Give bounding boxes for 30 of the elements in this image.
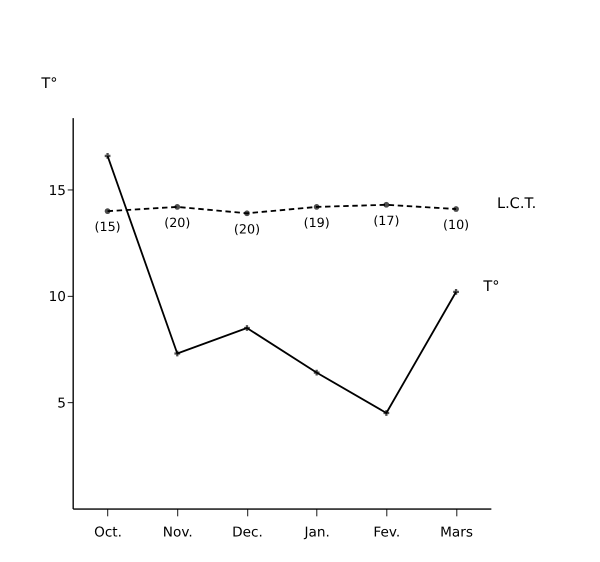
point <box>314 370 320 376</box>
point <box>104 153 110 159</box>
text: L.C.T. <box>496 196 536 212</box>
annotation: (10) <box>443 217 470 232</box>
series-label: T° <box>482 278 500 295</box>
point <box>453 206 459 212</box>
point <box>244 210 250 216</box>
annotation: (19) <box>304 214 330 230</box>
point <box>244 325 250 331</box>
point <box>383 202 390 208</box>
point <box>174 204 180 210</box>
annotation: (20) <box>234 221 260 236</box>
point <box>383 410 390 416</box>
x-tick-label: Nov. <box>162 524 193 540</box>
point <box>453 289 459 295</box>
point <box>314 204 320 210</box>
y-tick-label: 5 <box>57 395 66 412</box>
y-tick-label: 15 <box>48 182 66 199</box>
x-tick-label: Mars <box>440 524 473 540</box>
annotation: (20) <box>164 214 190 230</box>
point <box>174 350 180 356</box>
x-tick-label: Fev. <box>373 524 400 540</box>
annotation: (15) <box>94 219 121 234</box>
y-tick-label: 10 <box>48 289 66 306</box>
x-tick-label: Jan. <box>303 524 330 540</box>
point <box>104 208 110 214</box>
y-axis-title: T° <box>40 76 58 92</box>
annotation: (17) <box>373 212 400 228</box>
x-tick-label: Oct. <box>94 524 122 540</box>
x-tick-label: Dec. <box>232 524 263 540</box>
